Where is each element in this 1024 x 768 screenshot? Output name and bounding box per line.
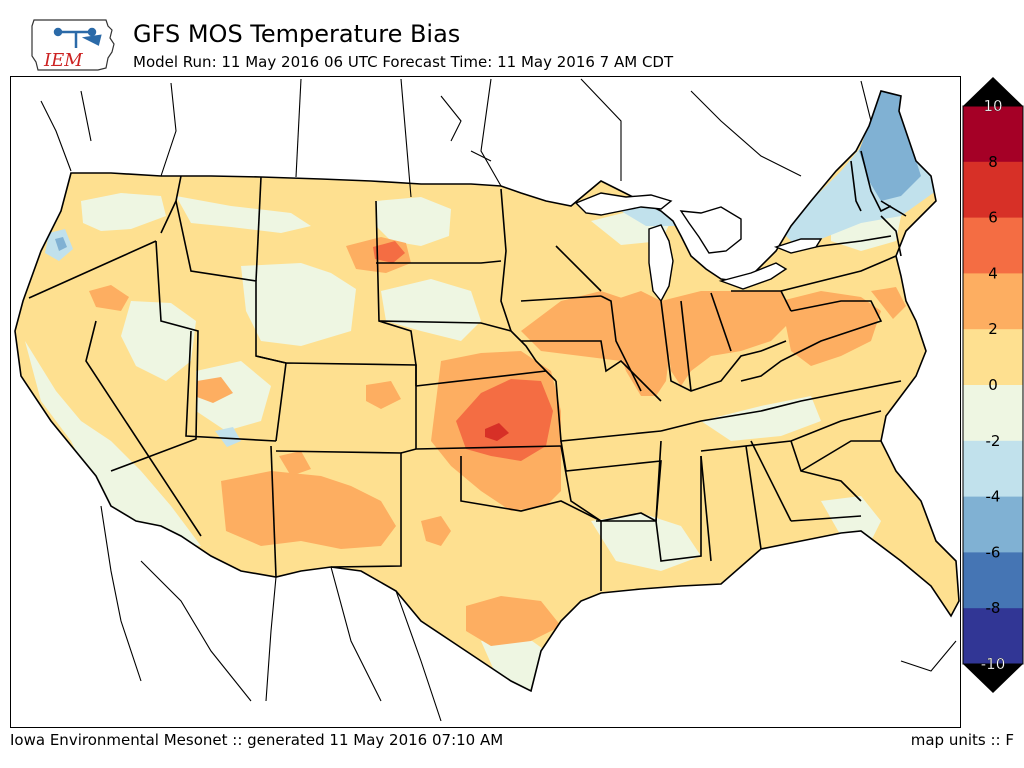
colorbar-tick-label: 4 bbox=[988, 264, 998, 282]
colorbar-outline bbox=[962, 105, 1024, 665]
colorbar-tick-label: 10 bbox=[983, 97, 1002, 115]
colorbar-tick-label: -8 bbox=[986, 599, 1001, 617]
iem-logo: IEM bbox=[28, 16, 120, 74]
logo-text: IEM bbox=[43, 50, 83, 71]
colorbar-bin bbox=[963, 608, 1023, 665]
colorbar-tick-label: -10 bbox=[981, 655, 1006, 673]
colorbar-tick-label: 2 bbox=[988, 320, 998, 338]
colorbar-tick-label: -4 bbox=[986, 488, 1001, 506]
colorbar-bin bbox=[963, 106, 1023, 163]
colorbar-bin bbox=[963, 440, 1023, 498]
colorbar-bin bbox=[963, 161, 1023, 219]
colorbar-bin bbox=[963, 552, 1023, 609]
state-borders bbox=[14, 90, 960, 693]
colorbar-tick-label: 6 bbox=[988, 209, 998, 227]
colorbar-over-triangle bbox=[963, 77, 1023, 106]
colorbar-bin bbox=[963, 496, 1023, 553]
page-title: GFS MOS Temperature Bias bbox=[133, 20, 461, 48]
colorbar-under-triangle bbox=[963, 664, 1023, 693]
page-subtitle: Model Run: 11 May 2016 06 UTC Forecast T… bbox=[133, 53, 674, 71]
colorbar-svg: 10 8 6 4 2 0 -2 -4 -6 -8 -10 bbox=[962, 77, 1024, 693]
colorbar-bin bbox=[963, 217, 1023, 274]
neighbor-borders bbox=[40, 78, 957, 722]
colorbar-tick-label: -2 bbox=[986, 432, 1001, 450]
temperature-bias-field bbox=[15, 91, 959, 691]
great-lakes bbox=[574, 192, 823, 303]
colorbar-bin bbox=[963, 329, 1023, 386]
colorbar-tick-label: 8 bbox=[988, 153, 998, 171]
map-canvas bbox=[14, 78, 960, 722]
footer-credit: Iowa Environmental Mesonet :: generated … bbox=[10, 731, 504, 749]
temperature-bias-map bbox=[10, 76, 961, 728]
colorbar-bin bbox=[963, 273, 1023, 330]
footer-units: map units :: F bbox=[910, 731, 1014, 749]
colorbar-tick-label: 0 bbox=[988, 376, 998, 394]
iowa-state-outline-icon: IEM bbox=[31, 19, 115, 71]
colorbar-bin bbox=[963, 385, 1023, 442]
colorbar: 10 8 6 4 2 0 -2 -4 -6 -8 -10 bbox=[962, 76, 1024, 694]
colorbar-tick-label: -6 bbox=[986, 543, 1001, 561]
